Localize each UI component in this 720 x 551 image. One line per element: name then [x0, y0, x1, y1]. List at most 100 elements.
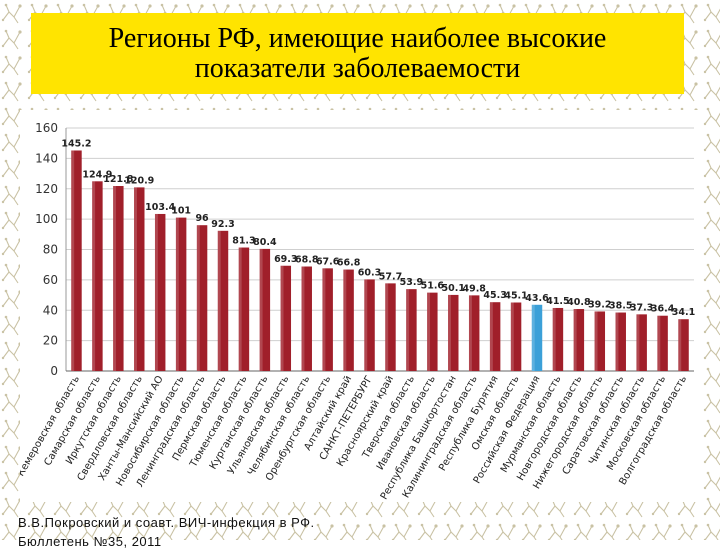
data-label: 34.1	[672, 307, 695, 318]
bar-shine	[343, 269, 347, 371]
bar-shine	[259, 248, 263, 371]
bar	[134, 187, 145, 371]
data-label: 80.4	[253, 237, 277, 248]
y-tick-label: 120	[35, 182, 58, 196]
bar-shine	[71, 150, 75, 371]
bar-shine	[510, 302, 514, 371]
data-label: 43.6	[525, 293, 549, 304]
data-label: 38.5	[609, 301, 632, 312]
bar	[678, 319, 689, 371]
bar	[468, 295, 480, 371]
bar	[531, 304, 543, 371]
data-label: 50.1	[442, 283, 465, 294]
bar	[175, 217, 187, 371]
data-label: 45.1	[504, 291, 527, 302]
data-label: 145.2	[61, 138, 91, 149]
bar	[615, 312, 626, 371]
bar-shine	[427, 292, 431, 371]
bar-shine	[280, 265, 284, 371]
bar-shine	[678, 319, 682, 371]
bar	[343, 269, 354, 371]
source-citation: В.В.Покровский и соавт. ВИЧ-инфекция в Р…	[18, 513, 518, 551]
bar-shine	[134, 187, 137, 371]
data-label: 96	[195, 213, 209, 224]
bar	[385, 283, 396, 371]
chart-panel: 0 20 40 60 80 100 120 140 160 145.2 Кемеровская об…	[20, 110, 700, 502]
bar	[552, 307, 564, 371]
slide-title-line-1: Регионы РФ, имеющие наиболее высокие	[108, 22, 607, 54]
data-label: 120.9	[124, 175, 154, 186]
y-tick-label: 100	[35, 212, 58, 226]
bar-shine	[154, 213, 158, 371]
bar-shine	[657, 315, 661, 371]
bar	[364, 279, 375, 371]
bar-shine	[636, 314, 640, 371]
bar-shine	[238, 247, 242, 371]
bar	[636, 314, 647, 371]
bar-shine	[531, 304, 535, 371]
bar	[154, 213, 166, 371]
data-label: 124.9	[82, 169, 112, 180]
bar	[113, 186, 124, 371]
y-tick-label: 140	[35, 151, 58, 165]
data-label: 121.8	[103, 174, 133, 185]
bar	[217, 230, 229, 371]
data-label: 40.8	[567, 297, 591, 308]
bar	[322, 268, 333, 371]
bar-shine	[594, 311, 598, 371]
bar-shine	[385, 283, 389, 371]
bar	[259, 248, 271, 371]
bar-shine	[489, 302, 493, 371]
bar-shine	[175, 217, 179, 371]
bar	[406, 289, 417, 371]
bar-shine	[364, 279, 368, 371]
data-label: 103.4	[145, 202, 175, 213]
bar-shine	[573, 309, 577, 371]
data-label: 68.8	[295, 255, 319, 266]
bar	[196, 225, 208, 371]
data-label: 45.3	[483, 290, 506, 301]
bar	[238, 247, 250, 371]
data-label: 92.3	[211, 219, 234, 230]
bar-shine	[92, 181, 96, 371]
bar-shine	[468, 295, 472, 371]
data-label: 60.3	[358, 267, 381, 278]
y-tick-label: 40	[43, 303, 58, 317]
citation-line-1: В.В.Покровский и соавт. ВИЧ-инфекция в Р…	[18, 515, 315, 530]
bar-shine	[552, 307, 556, 371]
data-label: 57.7	[379, 271, 402, 282]
data-label: 49.8	[462, 283, 486, 294]
bar	[510, 302, 522, 371]
bar-shine	[448, 294, 451, 371]
bar-shine	[113, 186, 117, 371]
data-label: 101	[171, 206, 191, 217]
bar-shine	[406, 289, 410, 371]
bar	[71, 150, 82, 371]
y-tick-label: 60	[43, 273, 58, 287]
bar	[92, 181, 103, 371]
data-label: 36.4	[651, 304, 675, 315]
title-banner: Регионы РФ, имеющие наиболее высокие пок…	[31, 13, 684, 94]
bar-shine	[217, 230, 221, 371]
data-label: 39.2	[588, 299, 611, 310]
bar	[573, 309, 585, 371]
bar	[657, 315, 668, 371]
bar-shine	[301, 266, 305, 371]
bar-shine	[615, 312, 619, 371]
y-tick-label: 160	[35, 121, 58, 135]
data-label: 51.6	[421, 281, 445, 292]
data-label: 69.3	[274, 254, 297, 265]
data-label: 81.3	[232, 236, 255, 247]
data-label: 66.8	[337, 258, 361, 269]
bar	[301, 266, 312, 371]
data-label: 41.5	[546, 296, 569, 307]
bar	[280, 265, 292, 371]
bar	[489, 302, 501, 371]
bar-shine	[322, 268, 326, 371]
y-tick-label: 20	[43, 334, 58, 348]
data-label: 67.6	[316, 256, 340, 267]
data-label: 53.9	[400, 277, 423, 288]
y-tick-label: 0	[50, 364, 58, 378]
data-label: 37.3	[630, 302, 653, 313]
